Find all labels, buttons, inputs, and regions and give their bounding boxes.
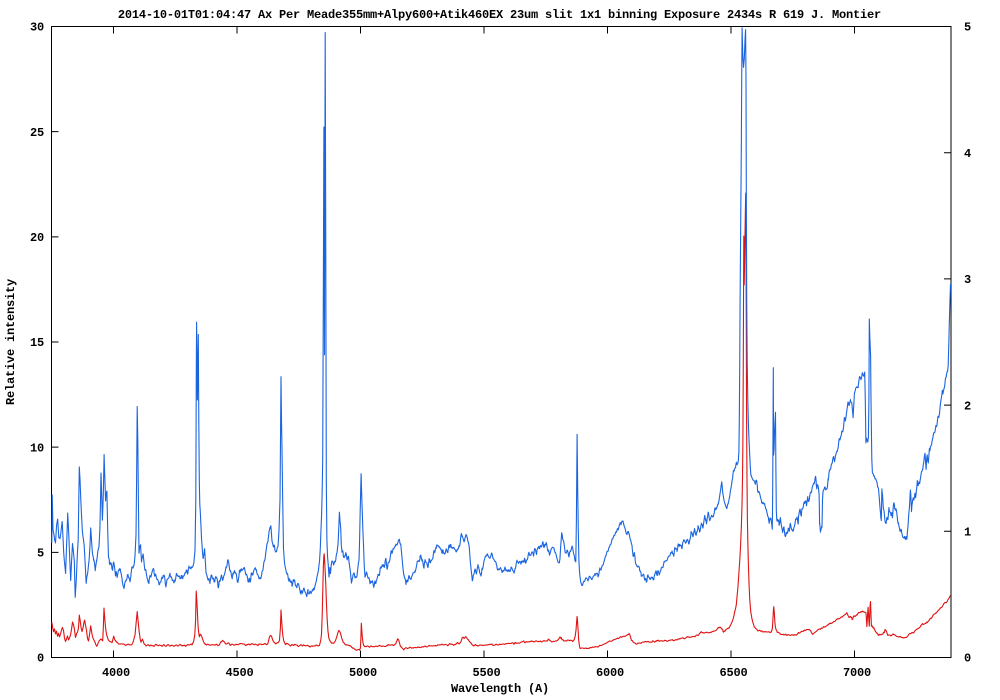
svg-text:4000: 4000	[102, 666, 130, 680]
svg-text:2: 2	[964, 399, 971, 413]
svg-text:1: 1	[964, 526, 971, 540]
svg-text:5: 5	[37, 547, 44, 561]
svg-text:6500: 6500	[719, 666, 747, 680]
svg-text:25: 25	[30, 126, 44, 140]
svg-text:4: 4	[964, 147, 971, 161]
svg-text:0: 0	[964, 652, 971, 666]
svg-text:4500: 4500	[225, 666, 253, 680]
svg-text:2014-10-01T01:04:47 Ax Per Mea: 2014-10-01T01:04:47 Ax Per Meade355mm+Al…	[118, 8, 881, 22]
svg-text:30: 30	[30, 21, 44, 35]
svg-text:6000: 6000	[596, 666, 624, 680]
svg-text:5000: 5000	[349, 666, 377, 680]
svg-text:5: 5	[964, 21, 971, 35]
svg-text:3: 3	[964, 273, 971, 287]
svg-text:10: 10	[30, 441, 44, 455]
svg-text:Relative intensity: Relative intensity	[4, 279, 18, 405]
svg-text:5500: 5500	[472, 666, 500, 680]
svg-text:20: 20	[30, 231, 44, 245]
svg-text:15: 15	[30, 336, 44, 350]
svg-text:Wavelength (A): Wavelength (A)	[451, 682, 549, 696]
svg-text:0: 0	[37, 652, 44, 666]
svg-text:7000: 7000	[843, 666, 871, 680]
